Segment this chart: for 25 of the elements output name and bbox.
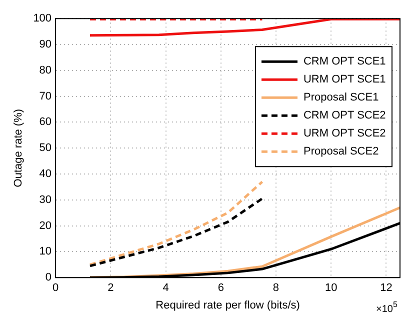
x-tick-label: 4 (162, 282, 169, 294)
y-tick-label: 40 (39, 168, 52, 180)
y-tick-label: 50 (39, 142, 52, 154)
y-tick-label: 70 (39, 90, 52, 102)
legend-label: CRM OPT SCE1 (303, 56, 386, 68)
x-tick-label: 12 (380, 282, 392, 294)
x-tick-label: 10 (324, 282, 338, 294)
y-tick-label: 80 (39, 64, 52, 76)
legend-label: CRM OPT SCE2 (303, 110, 386, 122)
x-tick-label: 2 (108, 282, 114, 294)
legend-label: Proposal SCE1 (303, 92, 379, 104)
y-tick-label: 60 (39, 116, 52, 128)
x-tick-label: 6 (218, 282, 224, 294)
legend-label: Proposal SCE2 (303, 146, 379, 158)
x-tick-label: 8 (272, 282, 280, 294)
y-tick-label: 10 (39, 246, 52, 258)
y-tick-label: 20 (39, 220, 52, 232)
y-tick-label: 30 (39, 194, 52, 206)
x-axis-title: Required rate per flow (bits/s) (156, 299, 300, 312)
y-tick-label: 100 (33, 12, 52, 25)
legend-label: URM OPT SCE1 (303, 74, 386, 86)
y-tick-label: 0 (45, 272, 52, 284)
y-axis-title: Outage rate (%) (12, 108, 25, 188)
legend-label: URM OPT SCE2 (303, 128, 386, 140)
y-tick-label: 90 (39, 38, 52, 51)
